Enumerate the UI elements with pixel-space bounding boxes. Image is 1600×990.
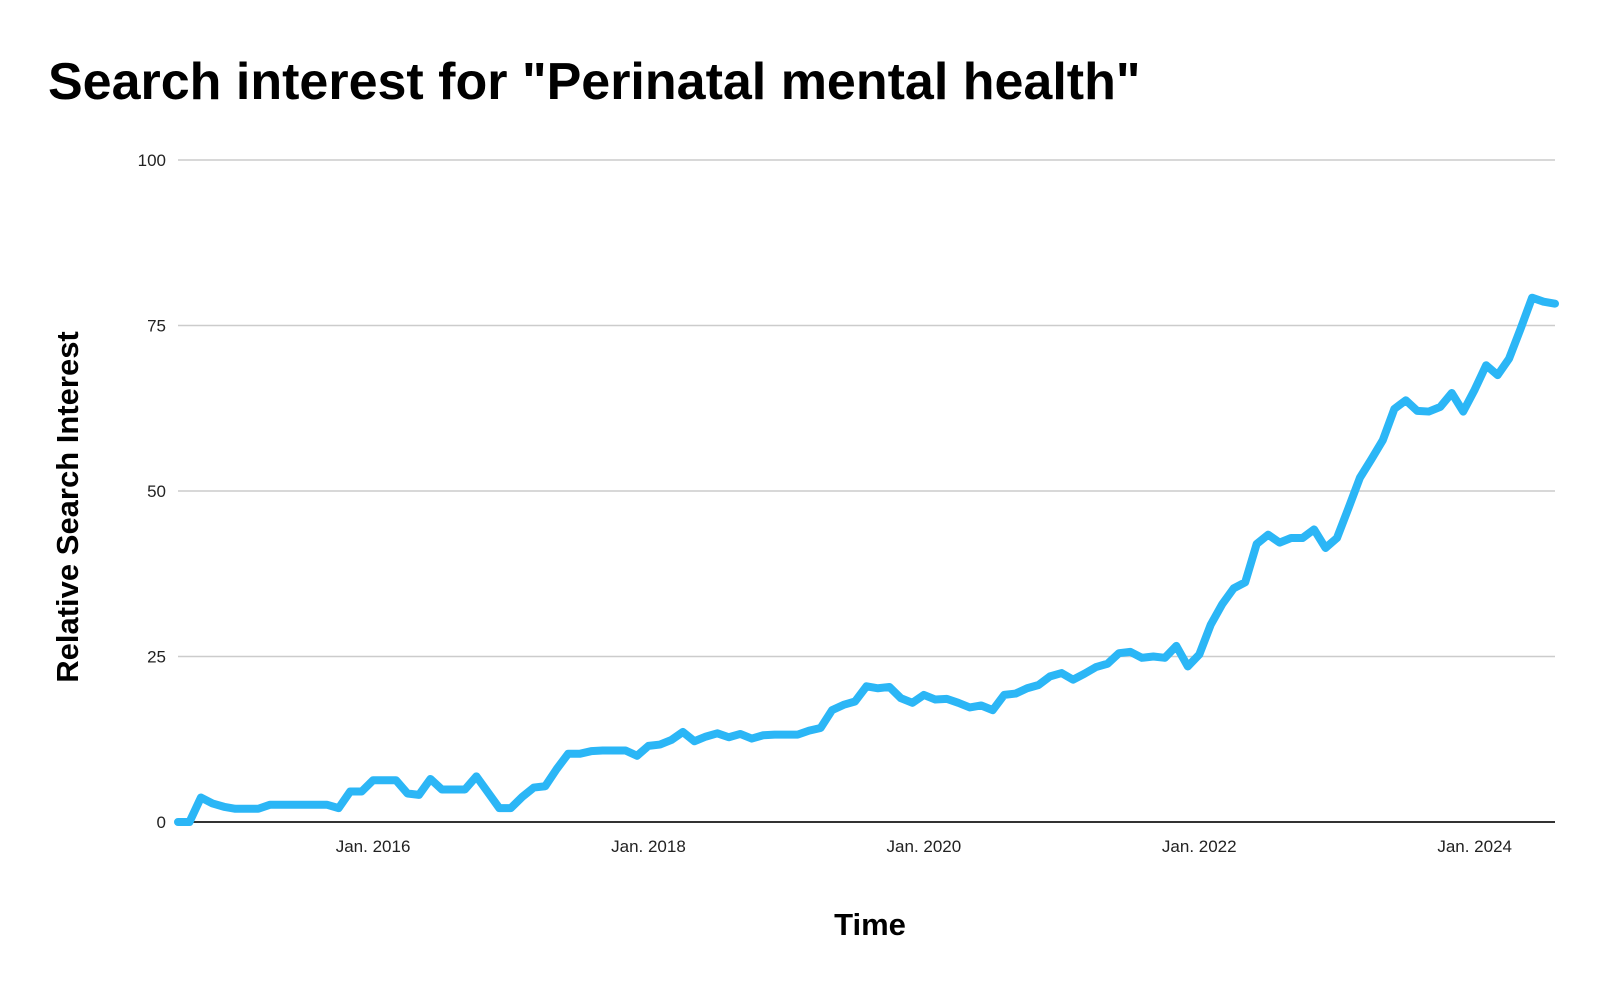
y-tick-label: 25 xyxy=(147,648,166,667)
y-tick-label: 50 xyxy=(147,482,166,501)
y-tick-label: 100 xyxy=(138,151,166,170)
x-tick-label: Jan. 2022 xyxy=(1162,837,1237,856)
x-axis-title: Time xyxy=(834,907,906,942)
x-tick-label: Jan. 2020 xyxy=(887,837,962,856)
gridlines xyxy=(178,159,1555,823)
x-tick-label: Jan. 2016 xyxy=(336,837,411,856)
series-line xyxy=(174,293,1559,826)
x-axis-ticks: Jan. 2016 Jan. 2018 Jan. 2020 Jan. 2022 Jan.… xyxy=(336,837,1512,856)
chart-title: Search interest for "Perinatal mental he… xyxy=(48,53,1141,111)
x-tick-label: Jan. 2024 xyxy=(1437,837,1512,856)
y-tick-label: 0 xyxy=(157,813,166,832)
series-group xyxy=(174,293,1559,826)
y-axis-ticks: 0 25 50 75 100 xyxy=(138,151,166,832)
y-tick-label: 75 xyxy=(147,317,166,336)
x-tick-label: Jan. 2018 xyxy=(611,837,686,856)
y-axis-title: Relative Search Interest xyxy=(50,331,85,683)
